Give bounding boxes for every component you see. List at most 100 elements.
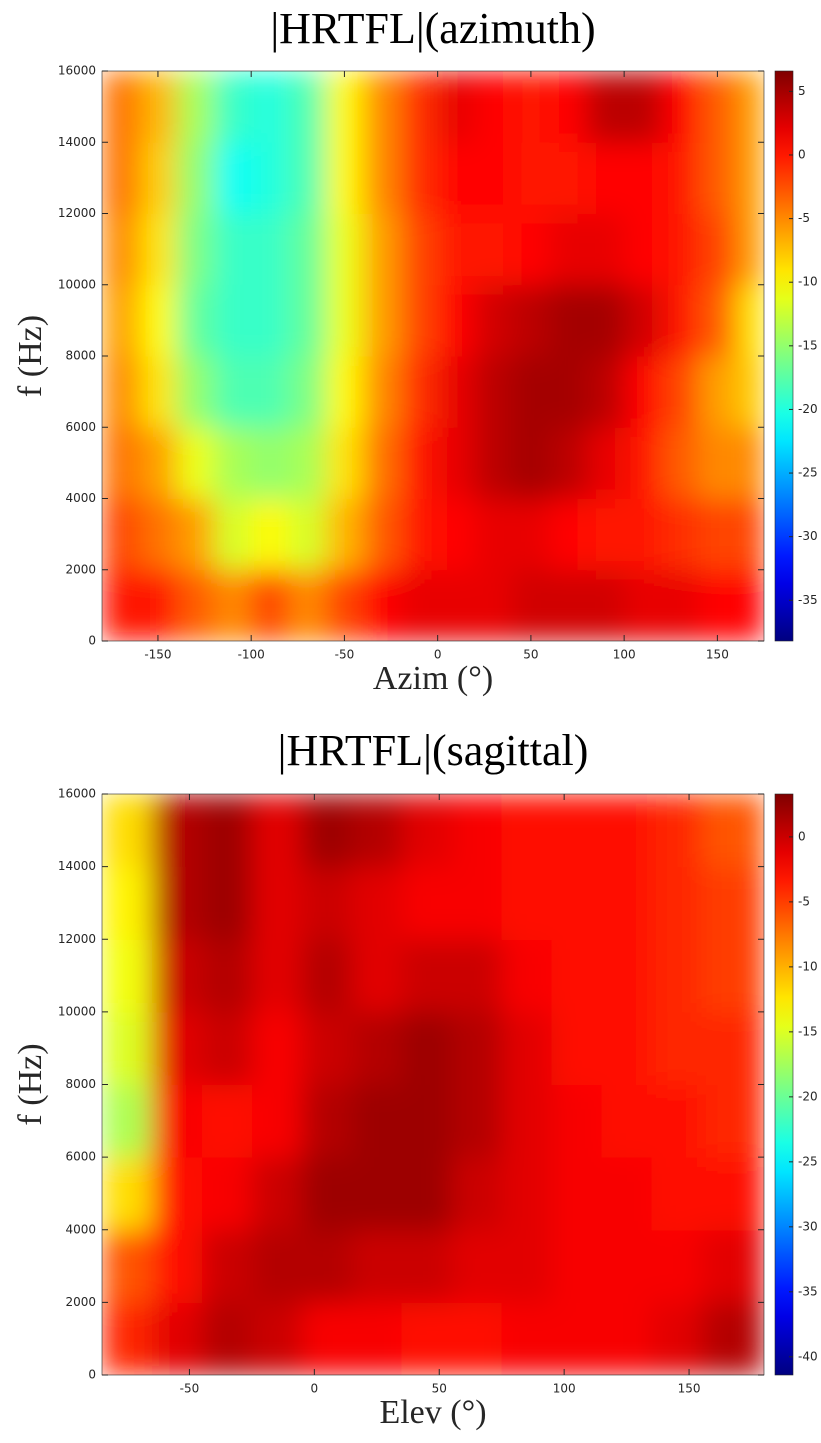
heatmap-cell: [139, 71, 178, 143]
heatmap-cell: [512, 142, 551, 214]
heatmap-cell: [586, 142, 625, 214]
heatmap-cell: [474, 569, 513, 641]
heatmap-cell: [401, 1011, 453, 1085]
colorbar-tick-label: -40: [798, 1349, 818, 1363]
heatmap-cell: [139, 569, 178, 641]
heatmap-cell: [437, 569, 476, 641]
heatmap-cell: [363, 71, 401, 143]
heatmap-cell: [213, 142, 252, 214]
x-tick-label: 50: [523, 648, 538, 662]
heatmap-cell: [102, 71, 140, 143]
y-tick-label: 12000: [58, 206, 96, 220]
heatmap-cell: [401, 866, 453, 940]
heatmap-cell: [437, 142, 476, 214]
y-tick-label: 8000: [65, 1077, 96, 1091]
heatmap-cell: [213, 427, 252, 499]
heatmap-cell: [512, 427, 551, 499]
heatmap-cell: [698, 142, 737, 214]
heatmap-cell: [701, 939, 764, 1013]
heatmap-cell: [325, 569, 364, 641]
heatmap-cell: [451, 1302, 503, 1375]
heatmap-cell: [288, 498, 327, 571]
heatmap-cell: [301, 794, 353, 868]
heatmap-cell: [661, 71, 700, 143]
heatmap-cell: [102, 498, 140, 571]
heatmap-cell: [213, 284, 252, 357]
heatmap-cell: [201, 1011, 253, 1085]
heatmap-cell: [736, 356, 764, 428]
heatmap-cell: [401, 794, 453, 868]
heatmap-cell: [549, 71, 588, 143]
heatmap-cell: [151, 866, 203, 940]
heatmap-cell: [549, 498, 588, 571]
heatmap-cell: [586, 356, 625, 428]
heatmap-cell: [151, 1011, 203, 1085]
heatmap-cell: [325, 213, 364, 286]
heatmap-cell: [400, 71, 439, 143]
heatmap-cell: [624, 142, 662, 214]
heatmap-cell: [301, 1302, 353, 1375]
heatmap-cell: [474, 498, 513, 571]
heatmap-cell: [451, 1157, 503, 1231]
heatmap-cell: [401, 1302, 453, 1375]
heatmap-cell: [102, 939, 153, 1013]
heatmap-cell: [102, 284, 140, 357]
heatmap-cell: [501, 1302, 553, 1375]
heatmap-cell: [512, 498, 551, 571]
heatmap-cell: [549, 427, 588, 499]
heatmap-cell: [624, 569, 662, 641]
heatmap-cell: [601, 1011, 653, 1085]
heatmap-cell: [501, 1084, 553, 1158]
heatmap-cell: [551, 866, 603, 940]
colorbar-tick-label: 0: [798, 829, 806, 843]
heatmap-cell: [151, 794, 203, 868]
heatmap-cell: [401, 1229, 453, 1303]
chart: -150 -100 -50 0 50 100 15002000400060008000100…: [12, 4, 818, 697]
y-tick-label: 4000: [65, 1222, 96, 1236]
heatmap-cell: [288, 427, 327, 499]
heatmap-cell: [474, 284, 513, 357]
heatmap-cell: [139, 356, 178, 428]
heatmap-cell: [201, 1302, 253, 1375]
y-tick-label: 10000: [58, 277, 96, 291]
heatmap-cell: [363, 213, 401, 286]
heatmap-cell: [551, 1157, 603, 1231]
heatmap-cell: [288, 284, 327, 357]
x-tick-label: 0: [311, 1382, 319, 1396]
heatmap-cell: [586, 498, 625, 571]
heatmap-cell: [400, 284, 439, 357]
heatmap-cell: [651, 1011, 703, 1085]
x-axis-label: Elev (°): [379, 1394, 486, 1431]
heatmap-cell: [474, 356, 513, 428]
heatmap-cell: [698, 284, 737, 357]
x-axis-label: Azim (°): [373, 660, 493, 697]
heatmap-cell: [701, 1302, 764, 1375]
heatmap-cell: [151, 1302, 203, 1375]
chart-title: |HRTFL|(sagittal): [278, 726, 589, 775]
heatmap-cell: [213, 498, 252, 571]
y-axis-label: f (Hz): [12, 315, 49, 397]
heatmap-cell: [351, 1302, 403, 1375]
heatmap-cell: [351, 1157, 403, 1231]
x-tick-label: 0: [434, 648, 442, 662]
heatmap-cell: [512, 356, 551, 428]
y-tick-label: 4000: [65, 491, 96, 505]
x-tick-label: 100: [553, 1382, 576, 1396]
heatmap-cell: [601, 939, 653, 1013]
heatmap-cell: [213, 569, 252, 641]
heatmap-cell: [651, 939, 703, 1013]
heatmap-cell: [661, 569, 700, 641]
colorbar: [774, 793, 794, 1376]
heatmap-cell: [451, 866, 503, 940]
heatmap-cell: [301, 866, 353, 940]
heatmap-cell: [288, 142, 327, 214]
x-tick-label: 150: [678, 1382, 701, 1396]
colorbar-tick-label: -25: [798, 1154, 818, 1168]
heatmap-cell: [624, 213, 662, 286]
heatmap-cell: [351, 939, 403, 1013]
heatmap-cell: [251, 1302, 303, 1375]
heatmap-cell: [301, 1229, 353, 1303]
heatmap-cell: [512, 71, 551, 143]
heatmap-cell: [251, 1157, 303, 1231]
heatmap-cell: [512, 284, 551, 357]
